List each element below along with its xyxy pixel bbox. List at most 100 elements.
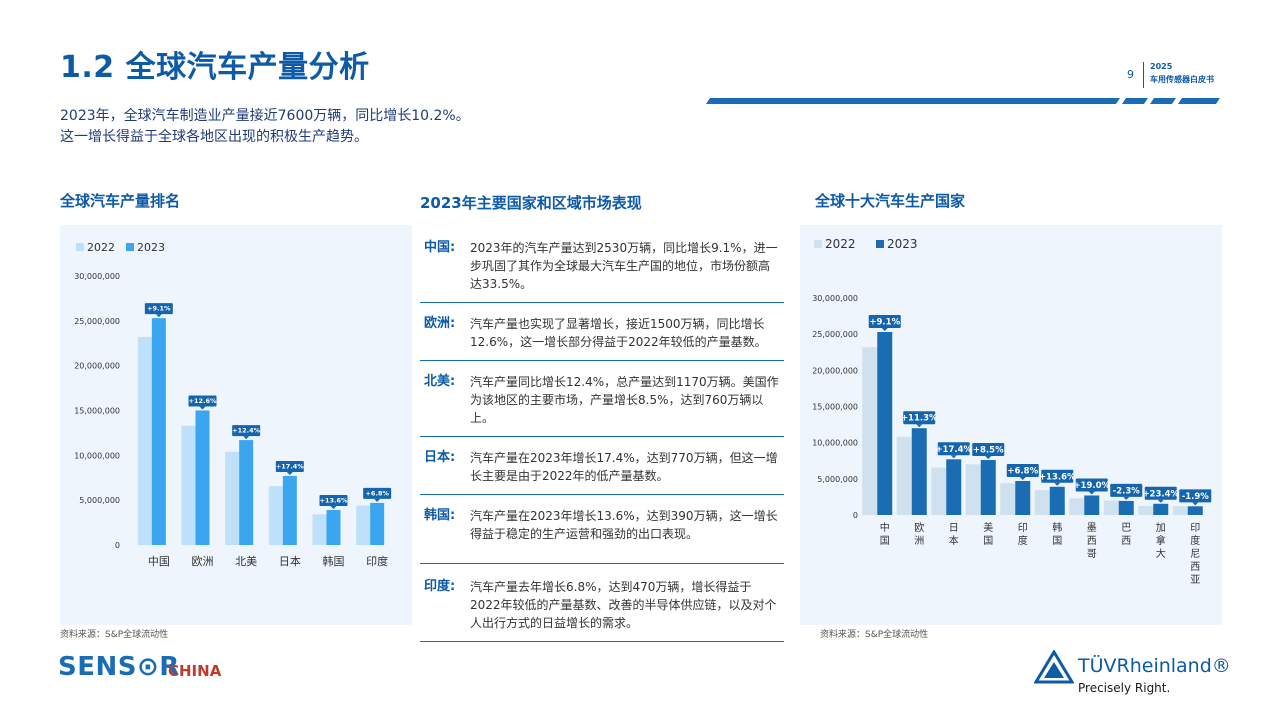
market-key: 韩国: bbox=[424, 508, 456, 523]
bar-2023-墨西哥 bbox=[1084, 495, 1100, 515]
growth-label-pointer bbox=[950, 455, 957, 459]
x-category-label: 加 bbox=[1156, 522, 1166, 534]
page-title: 1.2 全球汽车产量分析 bbox=[60, 50, 370, 85]
growth-label-bg bbox=[903, 411, 936, 425]
growth-label-bg bbox=[972, 443, 1005, 457]
bar-2022-欧洲 bbox=[896, 436, 912, 515]
intro-line-2: 这一增长得益于全球各地区出现的积极生产趋势。 bbox=[60, 129, 368, 145]
y-tick-label: 5,000,000 bbox=[79, 496, 120, 505]
growth-label-pointer bbox=[985, 456, 992, 460]
bar-2022-中国 bbox=[862, 347, 878, 515]
y-tick-label: 10,000,000 bbox=[74, 451, 120, 460]
tuv-tagline: Precisely Right. bbox=[1078, 681, 1171, 695]
bar-2023-中国 bbox=[877, 331, 893, 515]
growth-label: +17.4% bbox=[276, 462, 304, 470]
bar-2023-韩国 bbox=[326, 510, 341, 545]
growth-label-pointer bbox=[1019, 477, 1026, 481]
bar-2022-日本 bbox=[268, 486, 283, 545]
middle-section-title: 2023年主要国家和区域市场表现 bbox=[420, 194, 642, 212]
market-row-korea: 韩国: 汽车产量在2023年增长13.6%，达到390万辆，这一增长得益于稳定的… bbox=[420, 495, 784, 564]
bar-2022-墨西哥 bbox=[1069, 498, 1085, 515]
growth-label: +12.4% bbox=[232, 427, 260, 435]
legend-swatch-2023 bbox=[126, 243, 134, 251]
x-category-label: 中 bbox=[880, 521, 890, 534]
bar-2023-印度 bbox=[1015, 481, 1031, 515]
y-tick-label: 15,000,000 bbox=[812, 403, 858, 412]
x-category-label: 北美 bbox=[235, 555, 257, 568]
bar-2023-印度尼西亚 bbox=[1187, 506, 1203, 515]
report-title: 车用传感器白皮书 bbox=[1150, 75, 1214, 84]
sensor-china-logo: SENS⊙R bbox=[58, 652, 180, 682]
x-category-label: 西 bbox=[1190, 562, 1200, 573]
page-number: 9 bbox=[1127, 68, 1134, 81]
x-category-label: 洲 bbox=[914, 535, 924, 547]
legend-swatch-2022 bbox=[814, 240, 822, 248]
right-chart-panel: 2022 2023 0 5,000,000 10,000,000 15,000,000 20… bbox=[800, 225, 1222, 625]
x-category-label: 韩国 bbox=[323, 554, 345, 568]
y-tick-label: 15,000,000 bbox=[74, 407, 120, 416]
x-category-label: 美 bbox=[983, 521, 993, 534]
right-source: 资料来源：S&P全球流动性 bbox=[820, 630, 929, 640]
y-tick-label: 30,000,000 bbox=[74, 272, 120, 281]
x-category-label: 墨 bbox=[1087, 522, 1097, 534]
growth-label-pointer bbox=[330, 506, 337, 510]
bar-2023-加拿大 bbox=[1153, 503, 1169, 515]
bar-2023-日本 bbox=[946, 459, 962, 515]
x-category-label: 韩 bbox=[1052, 521, 1062, 534]
x-category-label: 印 bbox=[1190, 522, 1200, 534]
bar-2023-欧洲 bbox=[911, 428, 927, 515]
growth-label: +11.3% bbox=[901, 414, 938, 424]
y-tick-label: 0 bbox=[115, 541, 120, 550]
bar-2023-北美 bbox=[239, 440, 254, 545]
left-bar-chart: 2022 2023 0 5,000,000 10,000,000 15,000,000 20… bbox=[74, 241, 392, 568]
market-row-north-america: 北美: 汽车产量同比增长12.4%，总产量达到1170万辆。美国作为该地区的主要… bbox=[420, 361, 784, 437]
x-category-label: 中国 bbox=[148, 555, 170, 568]
market-row-india: 印度: 汽车产量去年增长6.8%，达到470万辆，增长得益于2022年较低的产量… bbox=[420, 564, 784, 642]
market-row-japan: 日本: 汽车产量在2023年增长17.4%，达到770万辆，但这一增长主要是由于… bbox=[420, 437, 784, 495]
x-category-label: 西 bbox=[1121, 536, 1131, 547]
market-key: 欧洲: bbox=[424, 316, 456, 331]
market-key: 印度: bbox=[424, 579, 456, 594]
legend-label-2022: 2022 bbox=[825, 237, 856, 251]
bar-2022-印度 bbox=[356, 505, 371, 545]
growth-label-pointer bbox=[1157, 499, 1164, 503]
growth-label-pointer bbox=[155, 314, 162, 318]
market-key: 北美: bbox=[424, 374, 456, 389]
x-category-label: 度 bbox=[1018, 534, 1028, 547]
y-tick-label: 25,000,000 bbox=[74, 317, 120, 326]
bar-2023-欧洲 bbox=[195, 410, 210, 545]
x-category-label: 国 bbox=[1052, 535, 1062, 547]
bar-2022-印度 bbox=[1000, 483, 1016, 515]
bar-2023-韩国 bbox=[1049, 486, 1065, 515]
bar-2022-北美 bbox=[225, 451, 240, 545]
bar-2022-韩国 bbox=[312, 514, 327, 545]
intro-text: 2023年，全球汽车制造业产量接近7600万辆，同比增长10.2%。 这一增长得… bbox=[60, 106, 470, 148]
x-category-label: 国 bbox=[983, 535, 993, 547]
growth-label-bg bbox=[1110, 483, 1143, 497]
growth-label-bg bbox=[275, 460, 304, 472]
legend-swatch-2022 bbox=[76, 243, 84, 251]
bar-2022-中国 bbox=[137, 336, 152, 545]
y-tick-label: 5,000,000 bbox=[817, 475, 858, 484]
legend-label-2023: 2023 bbox=[887, 237, 918, 251]
growth-label-pointer bbox=[1192, 502, 1199, 506]
x-category-label: 尼 bbox=[1190, 548, 1200, 560]
header-divider bbox=[1143, 62, 1144, 88]
growth-label-pointer bbox=[286, 471, 293, 475]
bar-2022-加拿大 bbox=[1138, 505, 1154, 515]
market-key: 中国: bbox=[424, 240, 456, 255]
growth-label-pointer bbox=[374, 498, 381, 502]
growth-label-bg bbox=[1179, 489, 1212, 503]
growth-label: +19.0% bbox=[1073, 481, 1110, 491]
market-row-europe: 欧洲: 汽车产量也实现了显著增长，接近1500万辆，同比增长12.6%，这一增长… bbox=[420, 303, 784, 361]
y-tick-label: 0 bbox=[853, 511, 858, 520]
y-tick-label: 10,000,000 bbox=[812, 439, 858, 448]
bar-2022-欧洲 bbox=[181, 425, 196, 545]
x-category-label: 哥 bbox=[1087, 548, 1097, 560]
growth-label-bg bbox=[937, 442, 970, 456]
growth-label: +8.5% bbox=[973, 446, 1004, 456]
x-category-label: 巴 bbox=[1121, 522, 1131, 534]
x-category-label: 度 bbox=[1190, 534, 1200, 547]
right-bar-chart: 2022 2023 0 5,000,000 10,000,000 15,000,000 20… bbox=[812, 237, 1212, 586]
bar-2023-日本 bbox=[282, 475, 297, 545]
